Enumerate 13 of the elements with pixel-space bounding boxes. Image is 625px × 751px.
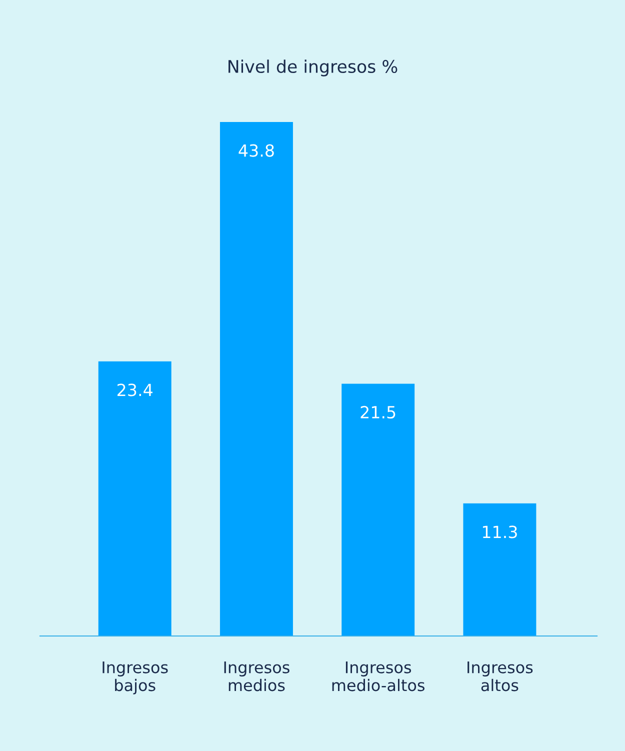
x-tick-label: Ingresos medio-altos — [332, 661, 424, 692]
bar — [463, 503, 536, 636]
data-label: 21.5 — [360, 406, 396, 419]
bar — [220, 122, 293, 636]
data-label: 23.4 — [118, 384, 152, 396]
chart-title: Nivel de ingresos % — [228, 60, 398, 76]
data-label: 43.8 — [238, 144, 274, 157]
x-tick-label: Ingresos medios — [224, 661, 290, 692]
bar — [342, 384, 415, 636]
x-tick-label: Ingresos bajos — [102, 661, 168, 694]
x-tick-label: Ingresos altos — [468, 661, 533, 692]
data-label: 11.3 — [482, 526, 517, 538]
bar — [98, 361, 172, 636]
